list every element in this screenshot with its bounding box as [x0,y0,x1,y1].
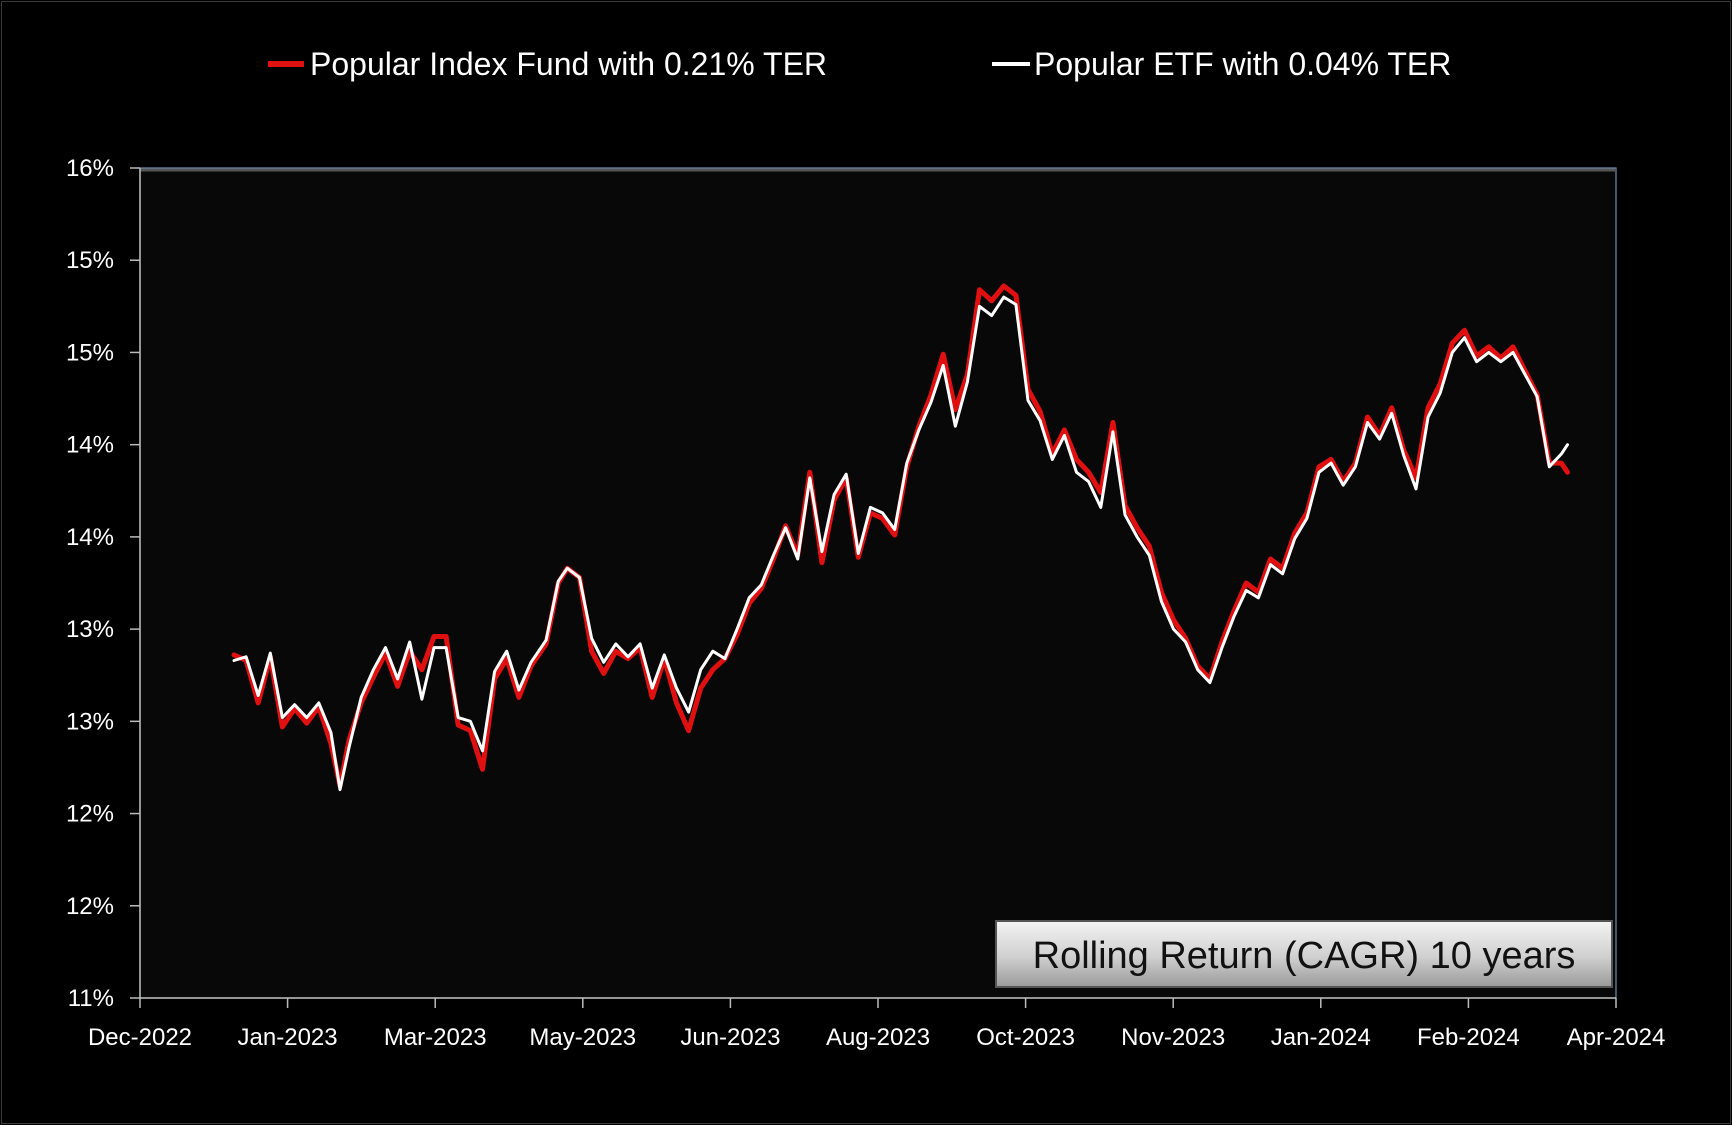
y-tick-label: 14% [66,524,114,551]
y-tick-group: 16% 15% 15% 14% 14% 13% 13% 12% 12% 11% [66,155,140,1012]
x-tick-label: Dec-2022 [88,1024,192,1051]
y-tick-label: 14% [66,432,114,459]
y-tick-label: 12% [66,801,114,828]
y-tick-label: 13% [66,708,114,735]
annotation-box: Rolling Return (CAGR) 10 years [995,920,1613,988]
x-tick-label: Feb-2024 [1417,1024,1520,1051]
series-line-etf [232,295,1569,792]
series-layer [231,283,1570,792]
y-tick-label: 13% [66,616,114,643]
legend-label-etf: Popular ETF with 0.04% TER [1034,46,1451,82]
x-tick-label: Jan-2023 [238,1024,338,1051]
y-tick-label: 11% [68,985,114,1012]
legend-label-index-fund: Popular Index Fund with 0.21% TER [310,46,827,82]
x-tick-label: Jan-2024 [1271,1024,1371,1051]
x-tick-label: Apr-2024 [1567,1024,1666,1051]
x-tick-group: Dec-2022 Jan-2023 Mar-2023 May-2023 Jun-2023… [88,998,1665,1051]
y-tick-label: 16% [66,155,114,182]
x-tick-label: Mar-2023 [384,1024,487,1051]
plot-area [139,167,1617,999]
y-tick-label: 15% [66,339,114,366]
x-tick-label: May-2023 [529,1024,636,1051]
x-tick-label: Jun-2023 [680,1024,780,1051]
x-tick-label: Aug-2023 [826,1024,930,1051]
legend: Popular Index Fund with 0.21% TER Popula… [268,46,1451,82]
y-tick-label: 15% [66,247,114,274]
x-tick-label: Nov-2023 [1121,1024,1225,1051]
y-tick-label: 12% [66,893,114,920]
annotation-text: Rolling Return (CAGR) 10 years [1033,935,1576,977]
x-tick-label: Oct-2023 [976,1024,1075,1051]
